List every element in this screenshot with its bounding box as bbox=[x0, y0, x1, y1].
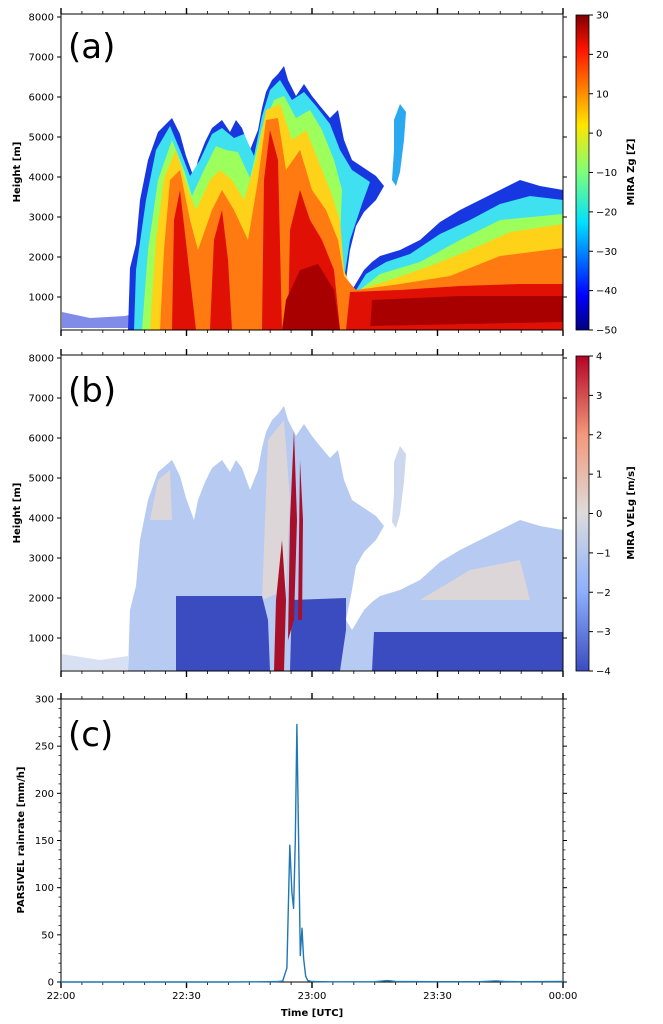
colorbar-tick-label: 1 bbox=[596, 470, 602, 481]
orange-layer-a bbox=[160, 118, 563, 330]
echo-top-b bbox=[392, 446, 406, 528]
x-tick-label: 22:00 bbox=[47, 991, 76, 1002]
y-tick-label: 1000 bbox=[29, 634, 54, 645]
y-axis-label-b: Height [m] bbox=[12, 483, 23, 544]
colorbar-tick-label: −4 bbox=[596, 667, 611, 678]
y-tick-label: 200 bbox=[35, 789, 54, 800]
y-tick-label: 5000 bbox=[29, 474, 54, 485]
colorbar-tick-label: −20 bbox=[596, 207, 617, 218]
ground-clutter-a bbox=[62, 312, 140, 328]
x-ticks-a bbox=[60, 8, 564, 336]
dark-red-core-a bbox=[282, 264, 563, 330]
colorbar-tick-label: 0 bbox=[596, 509, 602, 520]
y-tick-label: 150 bbox=[35, 836, 54, 847]
y-ticks-b: 1000 2000 3000 4000 5000 6000 7000 8000 bbox=[29, 354, 567, 645]
y-tick-label: 2000 bbox=[29, 594, 54, 605]
y-axis-label-c: PARSIVEL rainrate [mm/h] bbox=[16, 767, 27, 914]
colorbar-tick-label: 0 bbox=[596, 129, 602, 140]
x-ticks-c: 22:00 22:30 23:00 23:30 00:00 bbox=[47, 693, 578, 1002]
y-ticks-c: 0 50 100 150 200 250 300 bbox=[35, 695, 567, 989]
pale-patches-b bbox=[150, 420, 530, 600]
y-tick-label: 300 bbox=[35, 695, 54, 706]
panel-label-c: (c) bbox=[68, 715, 113, 755]
y-tick-label: 100 bbox=[35, 883, 54, 894]
colorbar-tick-label: 20 bbox=[596, 50, 609, 61]
y-tick-label: 7000 bbox=[29, 53, 54, 64]
x-tick-label: 22:30 bbox=[172, 991, 201, 1002]
downdraft-blue-b bbox=[176, 596, 563, 671]
red-core-a bbox=[172, 130, 563, 330]
echo-top-a bbox=[392, 104, 406, 186]
colorbar-tick-label: −30 bbox=[596, 247, 617, 258]
updraft-red-b bbox=[274, 430, 303, 671]
colorbar-ticks-b: 4 3 2 1 0 −1 −2 −3 −4 bbox=[589, 352, 611, 678]
x-ticks-b bbox=[60, 349, 564, 677]
y-tick-label: 6000 bbox=[29, 93, 54, 104]
colorbar-tick-label: −2 bbox=[596, 588, 611, 599]
y-tick-label: 4000 bbox=[29, 173, 54, 184]
y-tick-label: 7000 bbox=[29, 394, 54, 405]
colorbar-tick-label: −40 bbox=[596, 286, 617, 297]
colorbar-tick-label: −1 bbox=[596, 548, 611, 559]
y-tick-label: 50 bbox=[41, 930, 54, 941]
y-tick-label: 8000 bbox=[29, 13, 54, 24]
y-tick-label: 8000 bbox=[29, 354, 54, 365]
x-tick-label: 23:30 bbox=[423, 991, 452, 1002]
axes-frame-c bbox=[60, 698, 564, 983]
y-tick-label: 250 bbox=[35, 742, 54, 753]
ground-clutter-b bbox=[62, 654, 128, 670]
y-tick-label: 0 bbox=[48, 978, 54, 989]
colorbar-tick-label: −50 bbox=[596, 326, 617, 337]
y-tick-label: 3000 bbox=[29, 213, 54, 224]
colorbar-tick-label: 3 bbox=[596, 391, 602, 402]
colorbar-tick-label: 30 bbox=[596, 11, 609, 22]
colorbar-ticks-a: 30 20 10 0 −10 −20 −30 −40 −50 bbox=[589, 11, 617, 337]
rainrate-series-line bbox=[61, 723, 564, 983]
y-tick-label: 4000 bbox=[29, 514, 54, 525]
y-ticks-a: 1000 2000 3000 4000 5000 6000 7000 8000 bbox=[29, 13, 567, 304]
colorbar-label-a: MIRA Zg [Z] bbox=[626, 139, 637, 206]
colorbar-tick-label: 4 bbox=[596, 352, 602, 363]
colorbar-a bbox=[575, 14, 590, 331]
colorbar-tick-label: 2 bbox=[596, 430, 602, 441]
panel-label-b: (b) bbox=[68, 371, 116, 411]
colorbar-tick-label: −3 bbox=[596, 627, 611, 638]
y-tick-label: 3000 bbox=[29, 554, 54, 565]
panel-a: 1000 2000 3000 4000 5000 6000 7000 8000 Height … bbox=[12, 8, 637, 337]
reflectivity-heatmap bbox=[62, 66, 563, 330]
y-tick-label: 6000 bbox=[29, 434, 54, 445]
x-axis-label-c: Time [UTC] bbox=[281, 1008, 343, 1019]
colorbar-b bbox=[575, 355, 590, 672]
panel-label-a: (a) bbox=[68, 27, 115, 67]
colorbar-tick-label: −10 bbox=[596, 168, 617, 179]
velocity-heatmap bbox=[62, 406, 563, 671]
colorbar-tick-label: 10 bbox=[596, 89, 609, 100]
y-tick-label: 2000 bbox=[29, 253, 54, 264]
y-tick-label: 1000 bbox=[29, 293, 54, 304]
y-tick-label: 5000 bbox=[29, 133, 54, 144]
colorbar-label-b: MIRA VELg [m/s] bbox=[626, 466, 637, 559]
panel-b: 1000 2000 3000 4000 5000 6000 7000 8000 Height … bbox=[12, 349, 637, 678]
x-tick-label: 00:00 bbox=[549, 991, 578, 1002]
x-tick-label: 23:00 bbox=[298, 991, 327, 1002]
y-axis-label-a: Height [m] bbox=[12, 142, 23, 203]
panel-c: 0 50 100 150 200 250 300 22:00 22:30 23:00 23:30 0… bbox=[16, 693, 577, 1019]
